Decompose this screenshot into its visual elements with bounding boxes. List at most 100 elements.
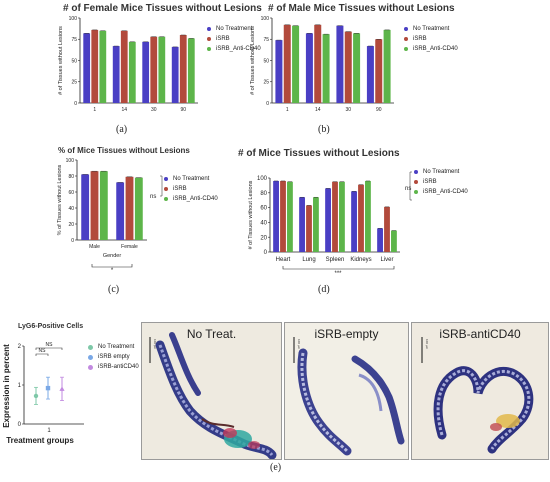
legend-swatch (88, 344, 93, 350)
bar (120, 30, 128, 103)
bar (332, 181, 338, 252)
y-tick-label: 60 (68, 190, 74, 196)
legend-item: iSRB-antiCD40 (88, 362, 139, 372)
bar (128, 41, 136, 103)
bar (125, 176, 134, 240)
legend-item: No Treatment (404, 24, 458, 34)
chart-c-legend: No Treatment iSRB iSRB_Anti-CD40 (164, 174, 218, 204)
legend-item: iSRB (164, 184, 218, 194)
legend-bracket (160, 175, 163, 197)
legend-swatch (404, 27, 408, 31)
bar (99, 30, 107, 103)
y-tick-label: 80 (68, 174, 74, 180)
y-tick-label: 40 (68, 206, 74, 212)
y-tick-label: 50 (263, 58, 269, 64)
chart-d-legend: No Treatment iSRB iSRB_Anti-CD40 (414, 167, 468, 197)
bar (325, 188, 331, 252)
legend-item: iSRB_Anti-CD40 (164, 194, 218, 204)
bar (314, 24, 322, 103)
y-axis-label: Expression in percent (2, 344, 11, 428)
x-tick-label: 30 (345, 107, 351, 113)
bar (344, 31, 352, 104)
x-tick-label: 90 (376, 107, 382, 113)
chart-a-legend: No Treatment iSRB iSRB_Anti-CD40 (207, 24, 261, 54)
chart-a-title: # of Female Mice Tissues without Lesions (63, 3, 262, 14)
x-tick-label: Lung (302, 257, 315, 263)
x-tick-label: Kidneys (350, 257, 371, 263)
scale-bar-label: 100 µm (425, 339, 429, 350)
bar (365, 180, 371, 252)
significance-bracket (91, 264, 133, 268)
legend-label: iSRB_Anti-CD40 (413, 46, 458, 52)
legend-item: iSRB_Anti-CD40 (404, 44, 458, 54)
legend-swatch (414, 190, 418, 194)
annotation-ns: NS (46, 342, 54, 348)
x-tick-label: Liver (380, 257, 393, 263)
legend-swatch (207, 47, 211, 51)
x-tick-label: 14 (315, 107, 321, 113)
legend-label: iSRB (423, 179, 437, 185)
y-tick-label: 20 (68, 222, 74, 228)
legend-swatch (207, 37, 211, 41)
y-tick-label: 25 (71, 80, 77, 86)
legend-label: iSRB (173, 186, 187, 192)
legend-bracket (409, 171, 412, 201)
legend-label: iSRB-antiCD40 (98, 364, 139, 370)
y-tick-label: 50 (71, 58, 77, 64)
x-tick-label: Female (121, 244, 138, 250)
bar (112, 46, 120, 103)
bar (187, 38, 195, 103)
x-tick-label: 30 (151, 107, 157, 113)
bar (306, 205, 312, 252)
micrograph-isrb-empty: iSRB-empty 100 µm (284, 322, 409, 460)
chart-b-title: # of Male Mice Tissues without Lesions (268, 3, 455, 14)
bar (358, 184, 364, 252)
y-tick-label: 100 (69, 16, 78, 22)
legend-label: No Treatment (413, 26, 450, 32)
legend-label: No Treatment (98, 344, 135, 350)
x-tick-label: 1 (93, 107, 96, 113)
bar (353, 33, 361, 103)
legend-item: No Treatment (207, 24, 261, 34)
x-axis-label: Gender (103, 253, 122, 259)
legend-item: iSRB (404, 34, 458, 44)
legend-label: No Treatment (423, 169, 460, 175)
legend-label: iSRB_Anti-CD40 (173, 196, 218, 202)
panel-c-label: (c) (108, 284, 120, 295)
bar (377, 228, 383, 252)
y-tick-label: 25 (263, 80, 269, 86)
legend-item: iSRB (414, 177, 468, 187)
bar (179, 35, 187, 103)
chart-b-legend: No Treatment iSRB iSRB_Anti-CD40 (404, 24, 458, 54)
legend-swatch (414, 180, 418, 184)
micrograph-no-treatment: No Treat. 100 µm (141, 322, 282, 460)
legend-label: iSRB_Anti-CD40 (216, 46, 261, 52)
data-point (59, 386, 65, 391)
legend-item: iSRB_Anti-CD40 (414, 187, 468, 197)
bar (283, 24, 291, 103)
legend-swatch (88, 354, 93, 360)
panel-d-label: (d) (318, 284, 330, 295)
annotation-ns: NS (39, 348, 47, 354)
tissue-section-image (421, 337, 534, 454)
bar (384, 206, 390, 252)
x-tick-label: 1 (286, 107, 289, 113)
micrograph-isrb-anticd40: iSRB-antiCD40 100 µm (411, 322, 549, 460)
bar (81, 174, 90, 240)
x-tick-label: 1 (47, 428, 51, 434)
bar (90, 171, 99, 240)
micrograph-label-isrb-empty: iSRB-empty (314, 327, 379, 341)
x-axis-label: Treatment groups (6, 436, 74, 445)
y-axis-label: % of Tissues without Lesions (57, 164, 63, 235)
legend-label: iSRB empty (98, 354, 130, 360)
bar (134, 177, 143, 240)
panel-b-label: (b) (318, 124, 330, 135)
legend-label: iSRB_Anti-CD40 (423, 189, 468, 195)
x-tick-label: Heart (276, 257, 291, 263)
bar (339, 181, 345, 252)
bar (280, 180, 286, 252)
